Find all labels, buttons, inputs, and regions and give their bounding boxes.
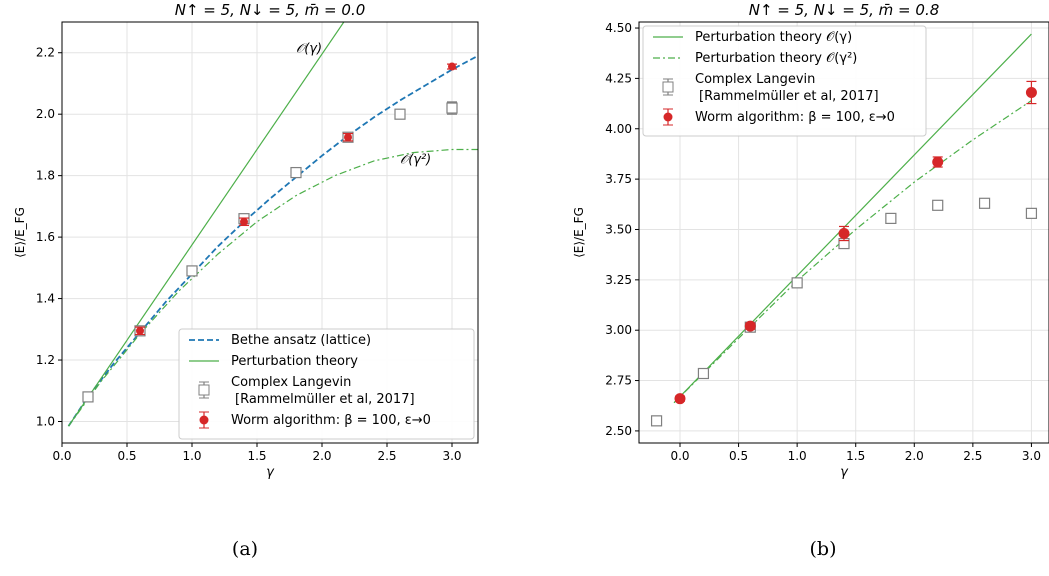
legend-swatch-square <box>662 81 674 93</box>
x-tick-label: 1.0 <box>182 449 201 463</box>
y-tick-label: 2.75 <box>605 374 632 388</box>
y-tick-label: 4.50 <box>605 21 632 35</box>
data-point-square <box>82 391 94 403</box>
data-point-circle <box>136 326 144 335</box>
y-tick-label: 3.50 <box>605 222 632 236</box>
legend-label: Worm algorithm: β = 100, ε→0 <box>231 413 431 428</box>
y-tick-label: 4.25 <box>605 71 632 85</box>
x-tick-label: 1.5 <box>247 449 266 463</box>
legend-label: Worm algorithm: β = 100, ε→0 <box>695 110 895 125</box>
series-line-2 <box>68 148 478 427</box>
data-point-square <box>885 212 897 224</box>
data-point-square <box>650 415 663 427</box>
y-tick-label: 2.50 <box>605 424 632 438</box>
y-tick-label: 2.2 <box>36 46 55 60</box>
legend-label: Complex Langevin <box>695 72 815 87</box>
legend-label: Perturbation theory 𝒪(γ) <box>695 30 852 45</box>
x-tick-label: 2.5 <box>963 449 982 463</box>
figure-caption-b: (b) <box>810 538 837 560</box>
data-point-square <box>446 102 458 114</box>
x-tick-label: 1.5 <box>846 449 865 463</box>
x-tick-label: 2.0 <box>312 449 331 463</box>
plot-area <box>67 22 478 427</box>
legend: Bethe ansatz (lattice) Perturbation theor… <box>178 328 475 440</box>
series-line-0 <box>673 33 1032 404</box>
y-tick-label: 1.4 <box>36 292 55 306</box>
data-point-square <box>290 166 302 179</box>
x-tick-label: 0.0 <box>670 449 689 463</box>
data-point-circle <box>344 133 352 142</box>
y-tick-label: 1.2 <box>36 353 55 367</box>
legend-swatch-circle <box>199 415 209 425</box>
data-point-circle <box>240 217 248 226</box>
y-tick-label: 4.00 <box>605 122 632 136</box>
x-tick-label: 0.0 <box>52 449 71 463</box>
legend-swatch-square <box>198 384 210 396</box>
data-point-square <box>791 277 803 289</box>
x-axis-label: γ <box>840 465 849 480</box>
x-tick-label: 3.0 <box>1022 449 1041 463</box>
legend-label: Perturbation theory <box>231 354 358 369</box>
y-tick-label: 1.6 <box>36 230 55 244</box>
chart-title: N↑ = 5, N↓ = 5, m̄ = 0.8 <box>749 1 940 19</box>
y-tick-label: 3.75 <box>605 172 632 186</box>
legend-label: Bethe ansatz (lattice) <box>231 333 371 348</box>
x-axis-label: γ <box>266 465 275 480</box>
annotation-label: 𝒪(γ²) <box>400 152 431 167</box>
x-tick-label: 2.5 <box>377 449 396 463</box>
legend-label: Perturbation theory 𝒪(γ²) <box>695 51 857 66</box>
series-line-1 <box>68 22 345 427</box>
annotation-label: 𝒪(γ) <box>296 42 322 57</box>
legend-box <box>642 25 927 137</box>
data-point-square <box>186 265 198 277</box>
legend: Perturbation theory 𝒪(γ) Perturbation the… <box>642 25 927 137</box>
data-point-square <box>1025 207 1038 219</box>
data-point-circle <box>674 393 686 405</box>
x-tick-label: 0.5 <box>729 449 748 463</box>
data-point-square <box>697 367 710 380</box>
data-point-circle <box>744 320 756 332</box>
legend-box <box>178 328 475 440</box>
y-axis-label: ⟨E⟩/E_FG <box>572 207 586 258</box>
x-tick-label: 2.0 <box>905 449 924 463</box>
y-tick-label: 1.0 <box>36 414 55 428</box>
figure-caption-a: (a) <box>232 538 258 560</box>
data-point-circle <box>932 156 944 168</box>
legend-swatch-circle <box>663 112 673 122</box>
y-tick-label: 1.8 <box>36 169 55 183</box>
y-tick-label: 2.0 <box>36 107 55 121</box>
chart-panel-a: 𝒪(γ) 𝒪(γ²) 0.0 0.5 1.0 1.5 2.0 2.5 3.0 1.0 1.2 1.4 1… <box>13 1 479 480</box>
y-axis-label: ⟨E⟩/E_FG <box>13 207 27 258</box>
x-tick-label: 1.0 <box>788 449 807 463</box>
data-point-square <box>932 199 944 211</box>
legend-label-line2: [Rammelmüller et al, 2017] <box>699 89 879 104</box>
legend-label: Complex Langevin <box>231 375 351 390</box>
axes-frame <box>61 21 479 444</box>
data-point-circle <box>838 228 850 240</box>
x-tick-label: 3.0 <box>442 449 461 463</box>
legend-label-line2: [Rammelmüller et al, 2017] <box>235 392 415 407</box>
plot-area <box>650 33 1038 427</box>
y-tick-label: 3.25 <box>605 273 632 287</box>
data-point-square <box>394 108 406 120</box>
data-point-circle <box>1025 87 1037 99</box>
chart-panel-b: 0.0 0.5 1.0 1.5 2.0 2.5 3.0 2.50 2.75 3.00 3.25 3.5… <box>572 1 1049 480</box>
data-point-square <box>978 197 991 209</box>
y-tick-label: 3.00 <box>605 323 632 337</box>
data-point-circle <box>448 62 456 71</box>
series-line-0 <box>67 55 478 427</box>
axes-frame <box>638 21 1049 444</box>
x-tick-label: 0.5 <box>117 449 136 463</box>
chart-title: N↑ = 5, N↓ = 5, m̄ = 0.0 <box>175 1 366 19</box>
series-line-1 <box>673 100 1032 404</box>
